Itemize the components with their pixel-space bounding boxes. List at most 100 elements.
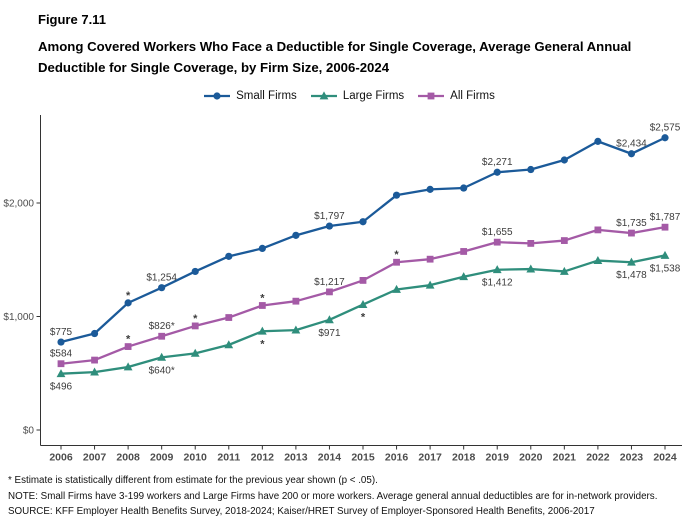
legend-item-all-firms: All Firms (417, 90, 495, 102)
significance-asterisk: * (394, 249, 399, 261)
data-point-all-firms (158, 332, 166, 340)
x-tick-label: 2020 (519, 452, 543, 464)
significance-asterisk: * (126, 334, 131, 346)
significance-asterisk: * (361, 312, 366, 324)
data-label: $1,787 (650, 212, 681, 223)
data-point-large-firms (425, 280, 435, 289)
x-tick-label: 2019 (486, 452, 510, 464)
data-point-small-firms (359, 218, 367, 226)
legend-label: Large Firms (342, 90, 405, 102)
data-point-large-firms (358, 299, 368, 308)
legend-marker (319, 91, 329, 100)
data-point-small-firms (158, 284, 166, 292)
x-tick-label: 2009 (150, 452, 174, 464)
data-point-all-firms (57, 360, 65, 368)
all-firms-line-marker-icon (418, 92, 445, 100)
data-point-small-firms (258, 244, 266, 252)
data-point-small-firms (594, 137, 602, 145)
legend-marker (427, 92, 435, 100)
data-point-all-firms (225, 314, 233, 321)
x-tick-label: 2008 (116, 452, 140, 464)
y-tick-label: $1,000 (3, 312, 34, 323)
data-point-all-firms (426, 255, 434, 263)
x-tick-label: 2018 (452, 452, 476, 464)
data-point-small-firms (292, 231, 300, 239)
footnote-note: NOTE: Small Firms have 3-199 workers and… (8, 490, 658, 502)
data-point-small-firms (124, 299, 132, 307)
data-label: $1,655 (482, 227, 513, 238)
x-tick-label: 2007 (83, 452, 107, 464)
data-point-all-firms (493, 238, 501, 246)
data-label: $1,254 (146, 273, 177, 284)
x-tick-label: 2017 (418, 452, 442, 464)
data-label: $826* (149, 321, 175, 332)
data-point-all-firms (359, 277, 367, 284)
data-point-small-firms (527, 165, 535, 174)
data-point-small-firms (57, 338, 65, 346)
data-point-small-firms (426, 185, 434, 193)
x-tick-label: 2023 (620, 452, 644, 464)
footnote-asterisk: * Estimate is statistically different fr… (8, 475, 378, 486)
significance-asterisk: * (260, 338, 265, 350)
y-tick-label: $0 (23, 426, 35, 437)
data-point-all-firms (661, 223, 669, 231)
chart-legend: Small Firms Large Firms All Firms (0, 90, 698, 102)
legend-label: Small Firms (236, 90, 297, 102)
data-point-all-firms (91, 356, 98, 364)
data-point-large-firms (627, 257, 636, 266)
data-point-all-firms (191, 322, 199, 330)
data-label: $971 (318, 328, 341, 339)
significance-asterisk: * (126, 290, 131, 302)
x-tick-label: 2010 (184, 452, 208, 464)
figure-title: Among Covered Workers Who Face a Deducti… (38, 39, 632, 75)
data-point-all-firms (258, 302, 266, 309)
significance-asterisk: * (260, 292, 265, 304)
x-tick-label: 2016 (385, 452, 409, 464)
data-label: $640* (149, 365, 175, 376)
small-firms-line-marker-icon (204, 92, 231, 100)
footnotes: * Estimate is statistically different fr… (8, 473, 694, 520)
x-tick-label: 2015 (351, 452, 375, 464)
data-point-large-firms (559, 266, 569, 275)
x-tick-label: 2022 (586, 452, 610, 464)
data-point-all-firms (628, 229, 635, 237)
data-point-large-firms (325, 315, 334, 324)
data-point-all-firms (594, 226, 602, 234)
data-label: $1,797 (314, 211, 345, 222)
legend-marker (213, 92, 221, 100)
data-point-small-firms (560, 156, 568, 164)
data-point-all-firms (393, 258, 400, 266)
x-tick-label: 2021 (553, 452, 577, 464)
data-point-large-firms (492, 265, 502, 274)
data-label: $775 (50, 327, 73, 338)
data-point-large-firms (526, 264, 536, 273)
significance-asterisk: * (193, 313, 198, 325)
data-point-small-firms (90, 329, 99, 338)
data-point-large-firms (660, 250, 670, 259)
data-point-small-firms (460, 184, 468, 192)
data-point-large-firms (593, 255, 603, 264)
x-tick-label: 2006 (49, 452, 73, 464)
data-point-all-firms (292, 297, 300, 305)
data-point-large-firms (291, 325, 301, 334)
x-tick-label: 2011 (217, 452, 240, 464)
data-point-small-firms (325, 222, 334, 230)
data-point-all-firms (326, 288, 333, 296)
data-point-large-firms (224, 340, 234, 349)
data-point-large-firms (123, 362, 133, 371)
figure-header: Figure 7.11 Among Covered Workers Who Fa… (38, 12, 690, 78)
data-label: $1,478 (616, 270, 647, 281)
large-firms-line-marker-icon (310, 91, 337, 100)
x-tick-label: 2013 (284, 452, 308, 464)
data-point-large-firms (257, 326, 267, 335)
data-point-small-firms (661, 134, 669, 142)
data-point-small-firms (191, 267, 199, 276)
data-point-small-firms (392, 191, 401, 199)
data-point-small-firms (493, 168, 501, 176)
data-point-small-firms (627, 150, 636, 158)
y-tick-label: $2,000 (3, 199, 34, 210)
data-point-large-firms (157, 352, 167, 361)
data-label: $1,217 (314, 277, 345, 288)
